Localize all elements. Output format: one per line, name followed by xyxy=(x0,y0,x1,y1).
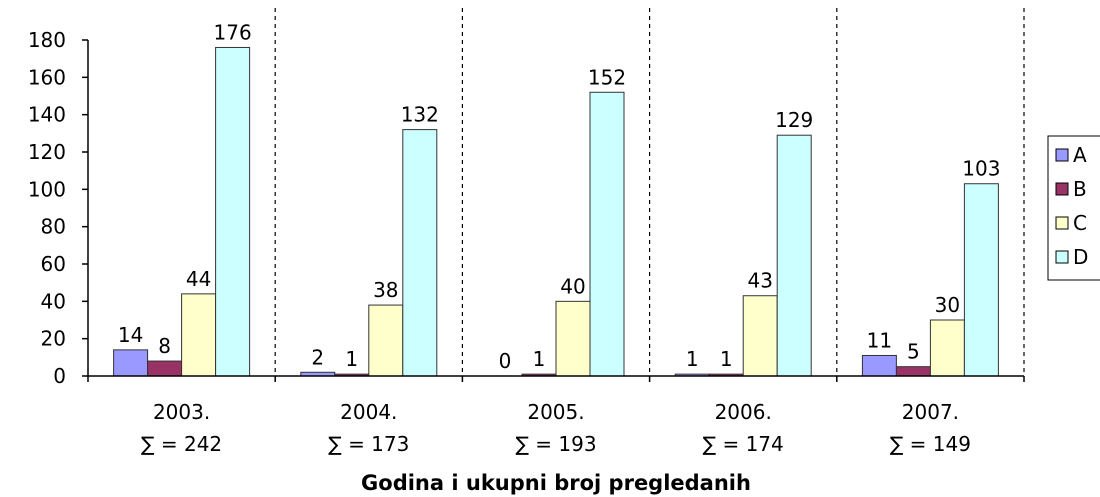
legend-swatch xyxy=(1055,216,1069,230)
bar xyxy=(963,183,999,377)
legend-label: B xyxy=(1073,177,1087,201)
y-tick-label: 40 xyxy=(41,289,66,313)
data-label: 30 xyxy=(935,293,960,317)
bar xyxy=(555,300,591,377)
x-tick-sum: ∑ = 174 xyxy=(703,432,784,456)
bar xyxy=(368,304,404,377)
x-tick-sum: ∑ = 242 xyxy=(141,432,222,456)
legend-label: A xyxy=(1073,143,1087,167)
legend-swatch xyxy=(1055,182,1069,196)
x-tick-label: 2005. xyxy=(527,400,584,424)
x-tick-sum: ∑ = 193 xyxy=(515,432,596,456)
data-label: 43 xyxy=(747,269,772,293)
x-tick-label: 2003. xyxy=(153,400,210,424)
x-tick-label: 2006. xyxy=(715,400,772,424)
data-label: 1 xyxy=(720,347,733,371)
legend-swatch xyxy=(1055,250,1069,264)
bar xyxy=(861,354,897,377)
bar xyxy=(402,129,438,377)
x-axis-label: Godina i ukupni broj pregledanih xyxy=(361,471,751,495)
data-label: 176 xyxy=(214,20,252,44)
data-label: 132 xyxy=(401,103,439,127)
y-tick-label: 80 xyxy=(41,215,66,239)
y-tick-label: 140 xyxy=(28,103,66,127)
bar xyxy=(895,366,931,377)
data-label: 103 xyxy=(962,157,1000,181)
x-tick-label: 2007. xyxy=(902,400,959,424)
bar xyxy=(215,46,251,377)
y-tick-label: 180 xyxy=(28,28,66,52)
data-label: 0 xyxy=(499,349,512,373)
data-label: 8 xyxy=(158,334,171,358)
data-label: 11 xyxy=(867,328,892,352)
bar xyxy=(181,293,217,377)
data-label: 1 xyxy=(533,347,546,371)
bar xyxy=(929,319,965,377)
y-tick-label: 60 xyxy=(41,252,66,276)
data-label: 5 xyxy=(907,340,920,364)
legend-label: C xyxy=(1073,211,1087,235)
data-label: 129 xyxy=(775,108,813,132)
x-tick-sum: ∑ = 149 xyxy=(890,432,971,456)
y-tick-label: 160 xyxy=(28,65,66,89)
y-tick-label: 100 xyxy=(28,177,66,201)
x-tick-label: 2004. xyxy=(340,400,397,424)
bar xyxy=(776,134,812,377)
data-label: 38 xyxy=(373,278,398,302)
bar xyxy=(113,349,149,377)
bar xyxy=(147,360,183,377)
y-tick-label: 20 xyxy=(41,327,66,351)
x-tick-sum: ∑ = 173 xyxy=(328,432,409,456)
data-label: 1 xyxy=(686,347,699,371)
y-tick-label: 0 xyxy=(53,364,66,388)
legend-swatch xyxy=(1055,148,1069,162)
data-label: 44 xyxy=(186,267,211,291)
legend-label: D xyxy=(1073,245,1088,269)
y-tick-label: 120 xyxy=(28,140,66,164)
bar xyxy=(742,295,778,377)
data-label: 152 xyxy=(588,65,626,89)
data-label: 1 xyxy=(345,347,358,371)
data-label: 2 xyxy=(311,345,324,369)
data-label: 14 xyxy=(118,323,143,347)
data-label: 40 xyxy=(560,274,585,298)
bar xyxy=(589,91,625,377)
